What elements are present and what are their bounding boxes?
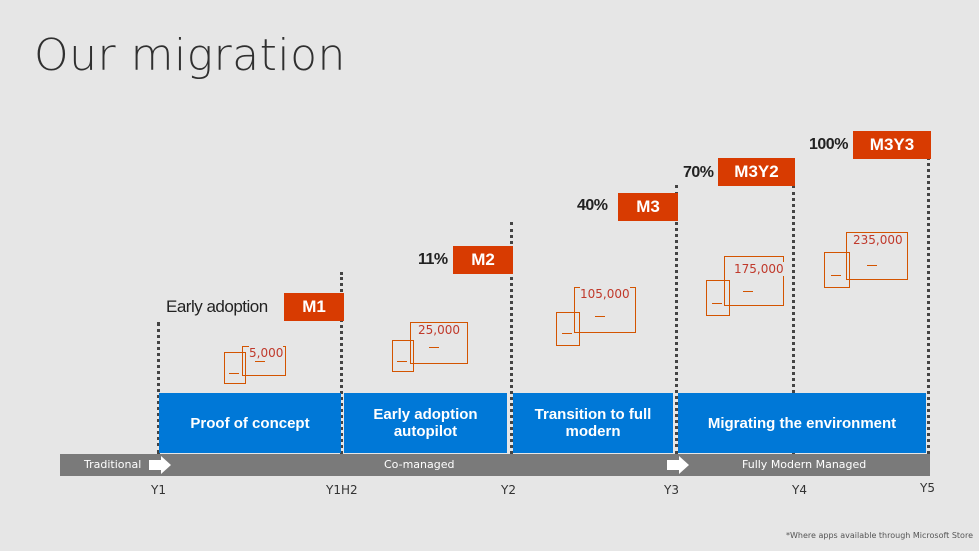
year-label: Y3 [664, 483, 679, 497]
track-label-comanaged: Co-managed [384, 458, 455, 471]
phase-transition-to-full-modern: Transition to full modern [513, 393, 673, 453]
milestone-m3y3-pct: 100% [809, 136, 848, 153]
milestone-m1-label: Early adoption [166, 297, 268, 316]
milestone-line-m3y2 [675, 185, 678, 454]
device-icon [706, 280, 730, 316]
milestone-m2-tag: M2 [453, 246, 513, 274]
year-label: Y5 [920, 481, 935, 495]
milestone-m3-pct: 40% [577, 197, 608, 214]
milestone-m3y2-pct: 70% [683, 164, 714, 181]
device-icon [224, 352, 246, 384]
management-track [60, 454, 930, 476]
milestone-line-m3 [510, 222, 513, 454]
arrow-right-icon [149, 456, 171, 474]
device-icon [846, 232, 908, 280]
milestone-line-m1 [157, 322, 160, 454]
device-icon [410, 322, 468, 364]
track-label-fully-modern: Fully Modern Managed [742, 458, 867, 471]
milestone-m3y3-tag: M3Y3 [853, 131, 931, 159]
footnote: *Where apps available through Microsoft … [786, 531, 973, 540]
device-icon [392, 340, 414, 372]
device-count-label: 25,000 [418, 323, 460, 337]
track-label-traditional: Traditional [84, 458, 142, 471]
year-label: Y1H2 [326, 483, 358, 497]
device-count-label: 175,000 [734, 262, 784, 276]
device-icon [724, 256, 784, 306]
milestone-m3y2-tag: M3Y2 [718, 158, 795, 186]
year-label: Y2 [501, 483, 516, 497]
page-title: Our migration [34, 30, 346, 81]
milestone-line-m3y3-right [927, 157, 930, 454]
year-label: Y1 [151, 483, 166, 497]
milestone-m1-tag: M1 [284, 293, 344, 321]
milestone-m3-tag: M3 [618, 193, 678, 221]
milestone-m2-pct: 11% [418, 251, 448, 268]
milestone-line-m3y3-left [792, 185, 795, 454]
arrow-right-icon [667, 456, 689, 474]
phase-proof-of-concept: Proof of concept [159, 393, 341, 453]
device-count-label: 235,000 [853, 233, 903, 247]
phase-migrating-environment: Migrating the environment [678, 393, 926, 453]
device-count-label: 5,000 [249, 346, 284, 360]
device-icon [556, 312, 580, 346]
device-count-label: 105,000 [580, 287, 630, 301]
phase-early-adoption-autopilot: Early adoption autopilot [344, 393, 507, 453]
milestone-line-m2 [340, 272, 343, 454]
device-icon [824, 252, 850, 288]
year-label: Y4 [792, 483, 807, 497]
